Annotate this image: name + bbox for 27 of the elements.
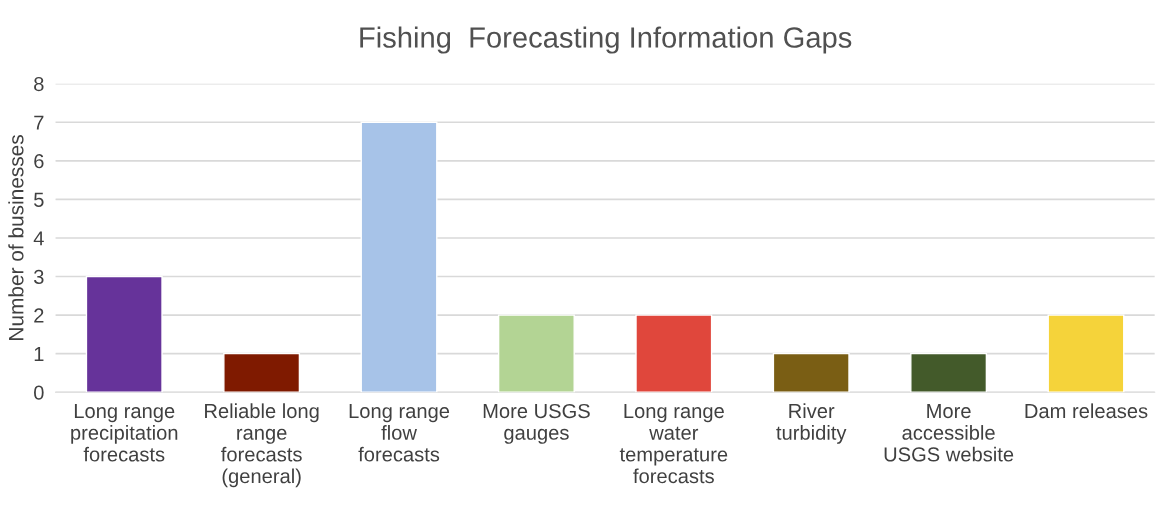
y-tick-label: 2	[34, 308, 44, 323]
chart-title: Fishing Forecasting Information Gaps	[360, 26, 852, 54]
bar	[772, 352, 850, 393]
x-tick-label: Long range flow forecasts	[349, 404, 450, 462]
bar	[497, 314, 575, 393]
x-tick-label: Dam releases	[1025, 403, 1148, 419]
bar	[910, 352, 988, 393]
x-tick-label: More USGS gauges	[483, 403, 590, 444]
y-tick-label: 7	[34, 115, 44, 130]
x-tick-label: Reliable long range forecasts (general)	[205, 403, 319, 488]
bar	[1047, 314, 1125, 393]
y-tick-label: 5	[34, 192, 44, 207]
bar	[360, 121, 438, 393]
y-tick-label: 4	[33, 231, 44, 246]
bar	[223, 352, 301, 393]
y-tick-label: 0	[34, 385, 44, 400]
y-tick-label: 3	[33, 269, 44, 285]
x-tick-label: River turbidity	[776, 403, 847, 444]
y-axis-title: Number of businesses	[8, 135, 24, 340]
y-tick-label: 1	[34, 347, 44, 361]
x-tick-label: Long range precipitation forecasts	[71, 404, 178, 462]
x-tick-label: Long range water temperature forecasts	[619, 404, 728, 484]
bar	[85, 275, 163, 393]
y-tick-label: 8	[34, 76, 44, 92]
y-tick-label: 6	[34, 154, 44, 169]
x-tick-label: More accessible USGS website	[884, 404, 1014, 462]
bar	[635, 314, 713, 393]
